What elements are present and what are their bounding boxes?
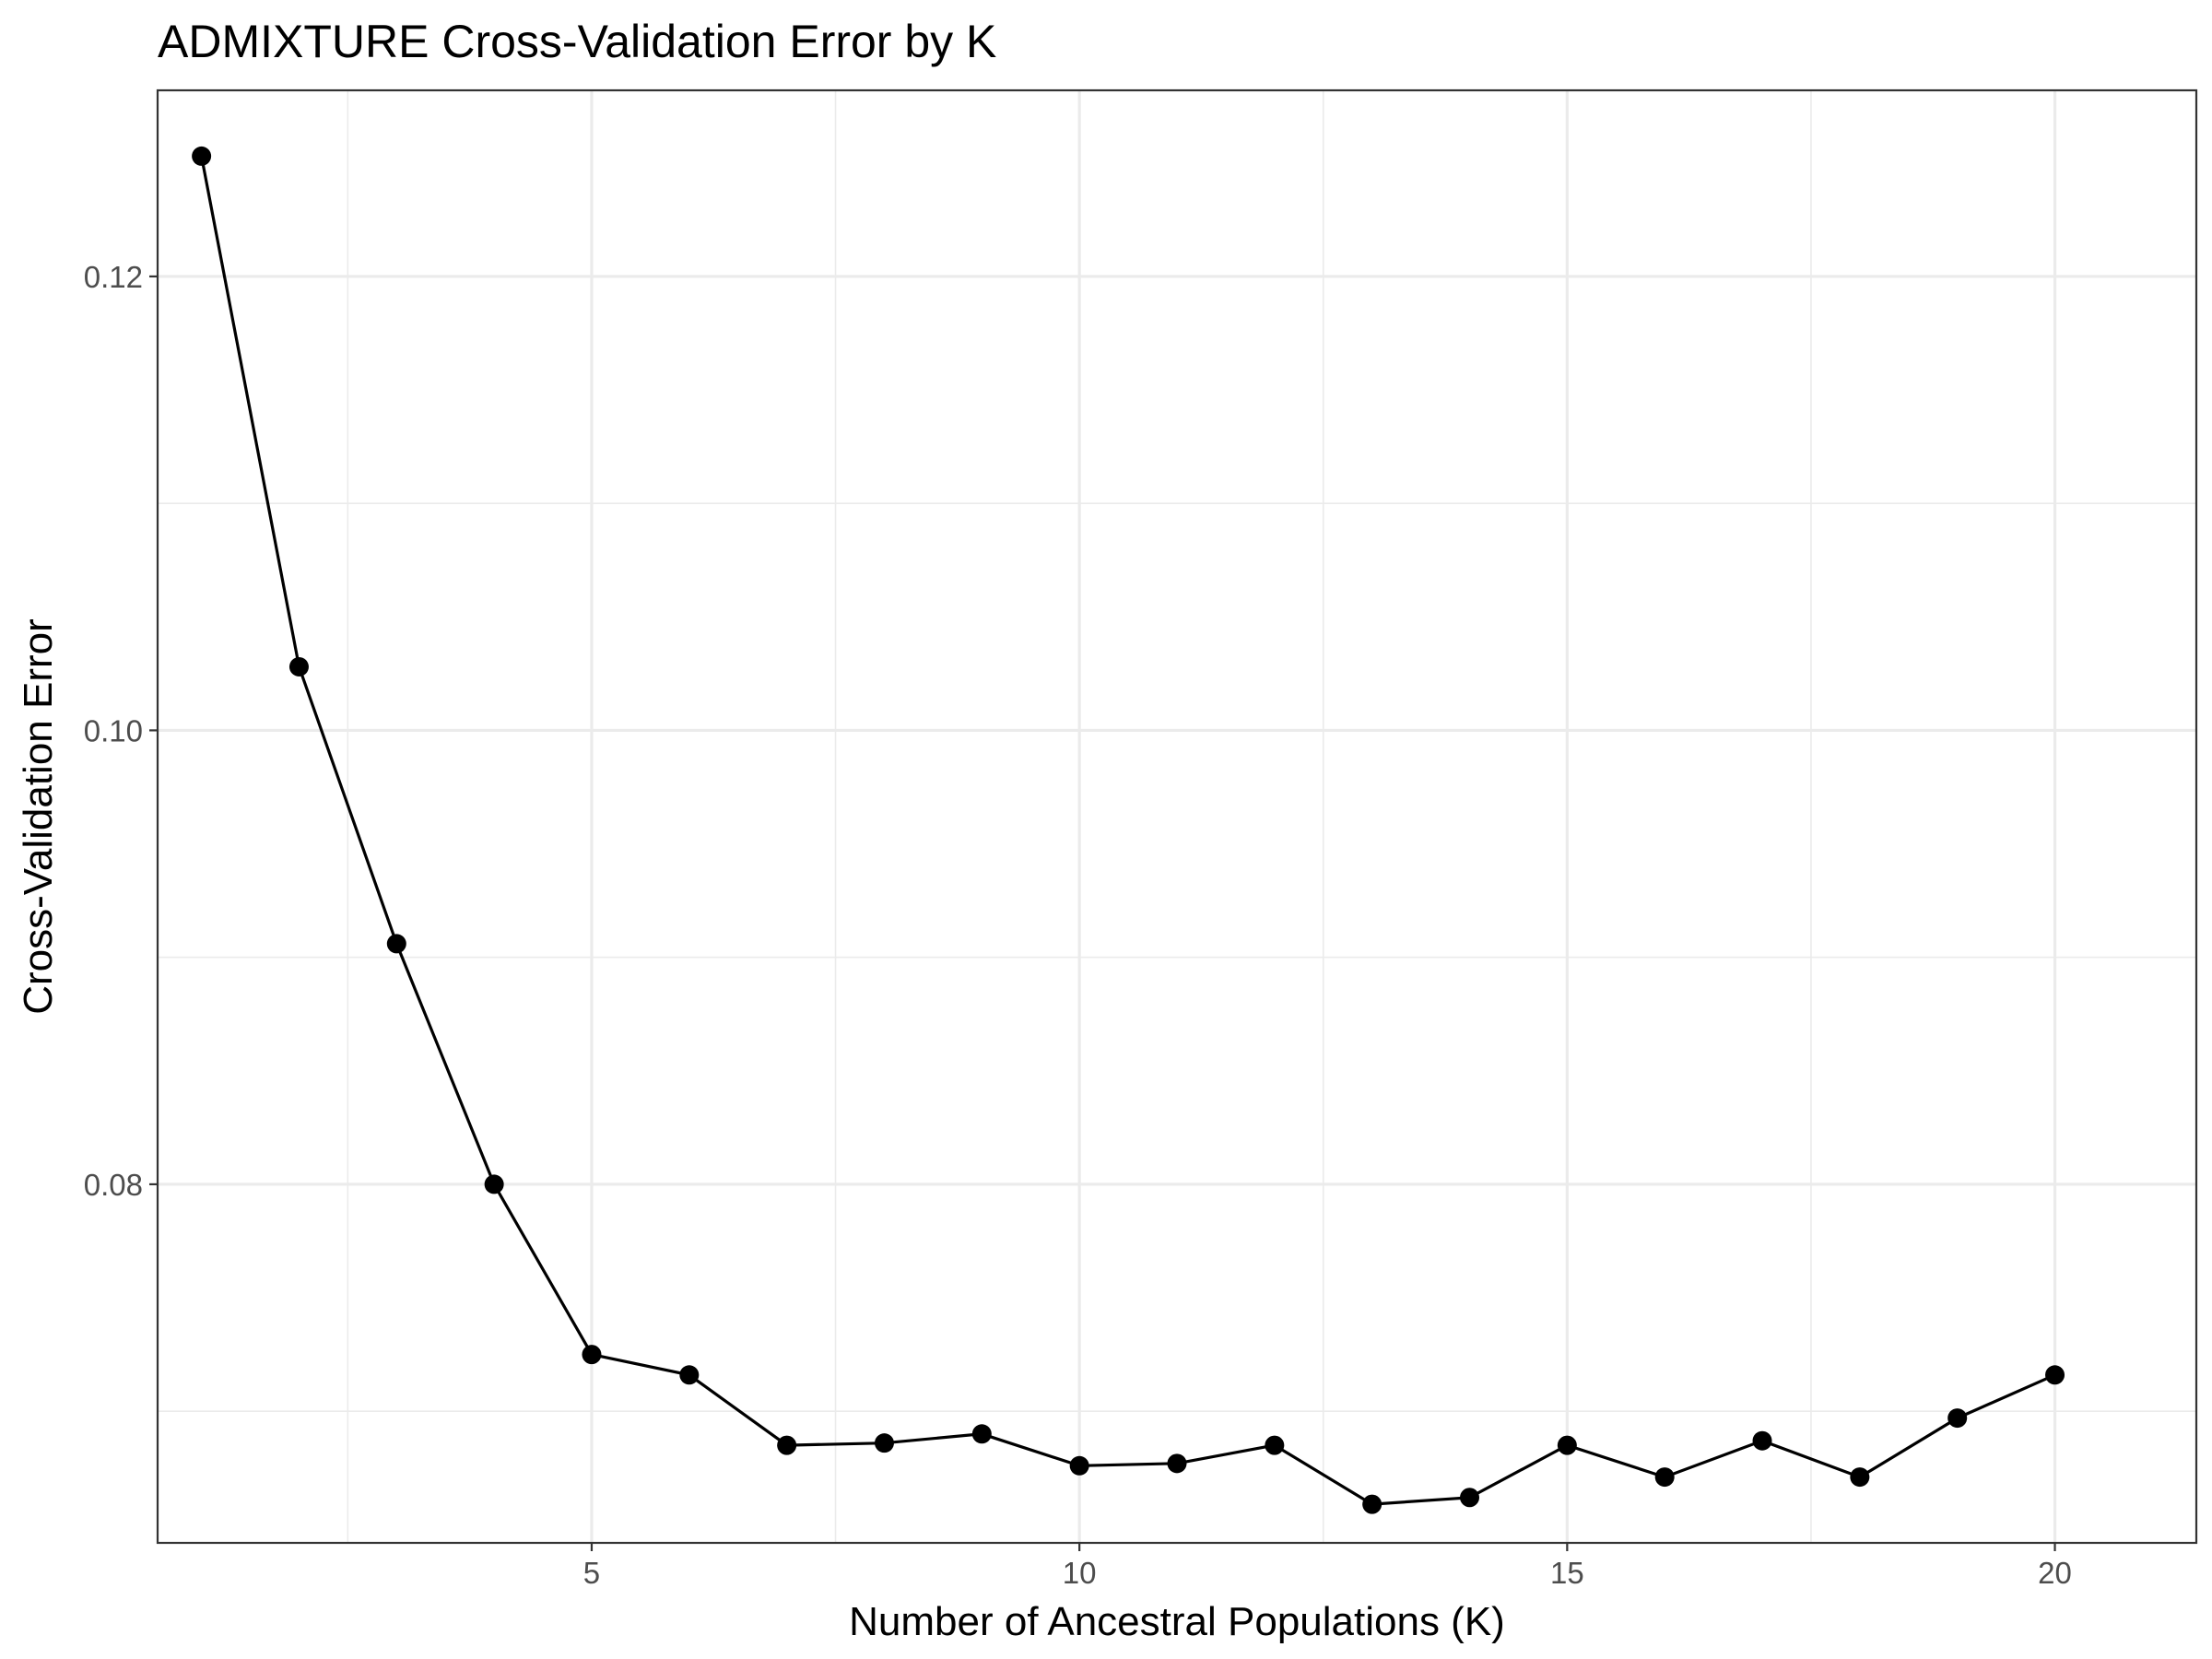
data-point: [582, 1345, 602, 1365]
data-point: [1167, 1453, 1187, 1474]
y-tick-label: 0.10: [84, 713, 143, 747]
chart-title: ADMIXTURE Cross-Validation Error by K: [158, 16, 996, 67]
series-cv-error: [200, 156, 2056, 1506]
data-point: [1752, 1430, 1772, 1451]
data-point: [777, 1435, 797, 1455]
x-tick-label: 15: [1550, 1556, 1584, 1590]
data-point: [2045, 1365, 2065, 1385]
data-point: [971, 1424, 992, 1444]
data-point: [1069, 1455, 1089, 1476]
data-point: [1557, 1435, 1577, 1455]
data-point: [288, 656, 309, 677]
panel-border: [156, 88, 2198, 1545]
data-point: [1850, 1467, 1870, 1488]
data-point: [1947, 1408, 1968, 1429]
y-tick-label: 0.08: [84, 1168, 143, 1202]
data-point: [1654, 1467, 1675, 1488]
data-point: [1362, 1494, 1382, 1514]
y-tick-label: 0.12: [84, 260, 143, 294]
x-axis-title: Number of Ancestral Populations (K): [849, 1599, 1505, 1644]
data-point: [679, 1365, 700, 1385]
data-point: [192, 146, 212, 166]
data-points: [192, 146, 2065, 1514]
x-tick-label: 10: [1063, 1556, 1097, 1590]
data-point: [874, 1433, 894, 1453]
x-tick-label: 20: [2038, 1556, 2072, 1590]
data-point: [1265, 1435, 1285, 1455]
data-point: [386, 934, 406, 954]
data-point: [1460, 1488, 1480, 1508]
data-point: [484, 1174, 504, 1194]
x-tick-label: 5: [583, 1556, 600, 1590]
axes: 5 10 15 20 0.08 0.10 0.12: [84, 260, 2072, 1590]
y-axis-title: Cross-Validation Error: [16, 618, 61, 1015]
grid: [158, 90, 2196, 1543]
series-line: [200, 156, 2056, 1506]
